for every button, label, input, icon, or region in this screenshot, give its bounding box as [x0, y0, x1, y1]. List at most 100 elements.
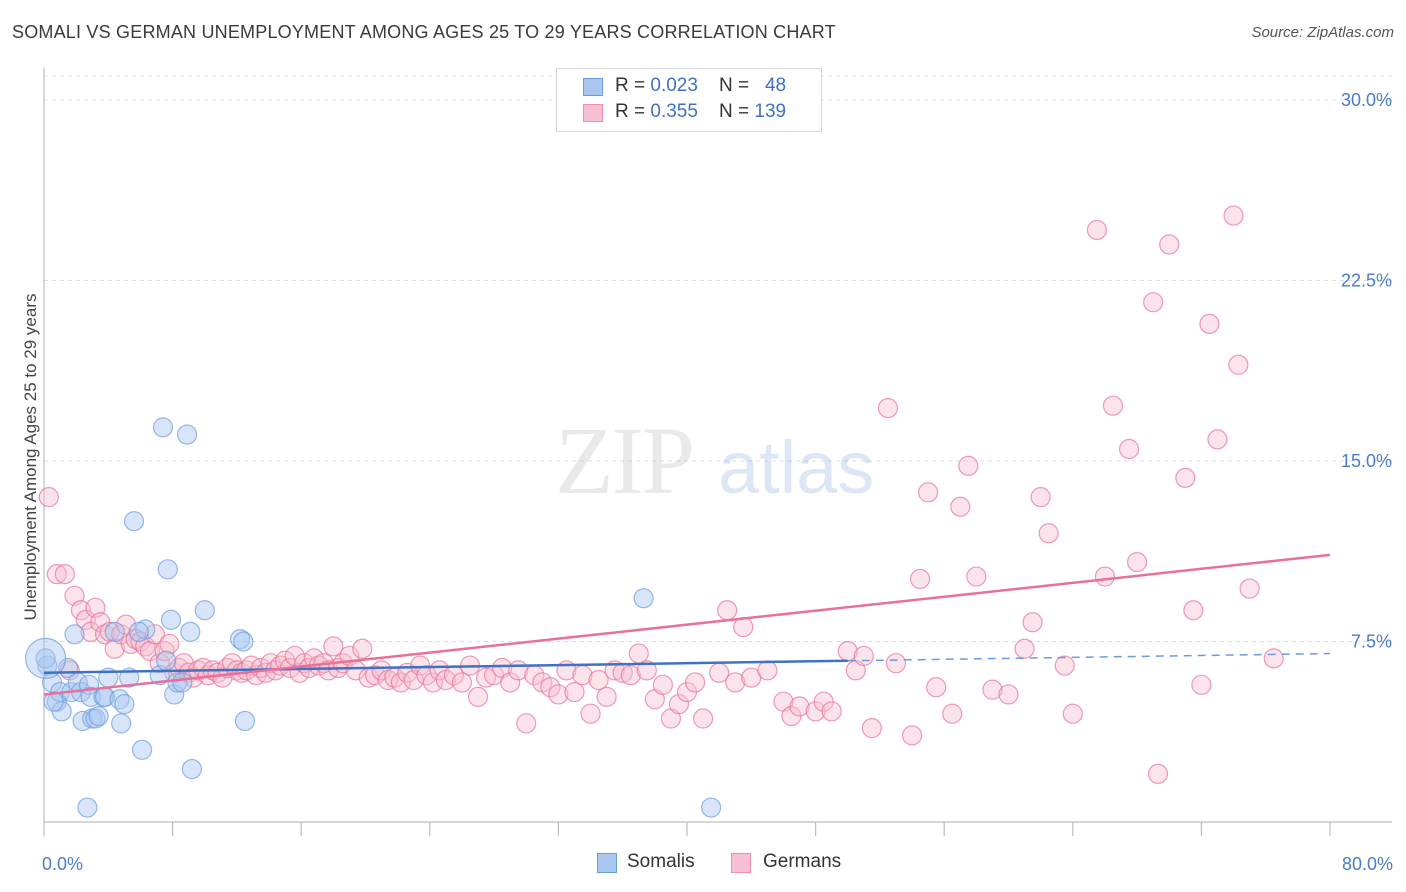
somalis-trend-extension [847, 652, 1331, 662]
germans-point [422, 672, 444, 693]
somalis-point [104, 621, 125, 642]
germans-point [684, 672, 706, 693]
legend-r-label: R = [615, 101, 651, 122]
somalis-trend-line [43, 659, 848, 675]
chart-title: SOMALI VS GERMAN UNEMPLOYMENT AMONG AGES… [12, 22, 836, 42]
somalis-point [157, 559, 178, 580]
germans-point [1022, 612, 1043, 633]
germans-point [692, 708, 714, 729]
somalis-point [167, 672, 188, 693]
germans-point [1062, 703, 1083, 724]
somalis-point [131, 739, 153, 760]
germans-point [451, 672, 473, 693]
y-axis-label: Unemployment Among Ages 25 to 29 years [21, 294, 40, 621]
germans-point [901, 725, 923, 746]
germans-point [390, 672, 411, 693]
somalis-point [176, 424, 198, 445]
germans-points [38, 205, 1284, 784]
somalis-point [64, 624, 85, 645]
legend-r-label: R = [615, 75, 651, 96]
germans-point [998, 684, 1019, 705]
somalis-point [25, 637, 67, 679]
germans-point [54, 564, 75, 585]
germans-point [958, 455, 979, 476]
germans-point [144, 624, 166, 645]
germans-point [588, 669, 609, 691]
germans-point [1102, 395, 1124, 416]
tick-labels: 7.5% 15.0% 22.5% 30.0% 0.0% 80.0% [42, 90, 1393, 874]
germans-point [564, 681, 585, 703]
somalis-point [180, 621, 201, 642]
germans-point [1030, 487, 1051, 508]
germans-point [620, 665, 641, 686]
germans-point [548, 684, 569, 705]
germans-point [540, 677, 561, 698]
watermark-zip: ZIP [555, 407, 693, 514]
somalis-point [160, 609, 182, 630]
germans-point [371, 660, 392, 681]
somalis-point [156, 650, 177, 671]
germans-point [1159, 234, 1180, 255]
germans-point [909, 568, 931, 590]
germans-point [1191, 674, 1212, 695]
germans-point [1239, 578, 1260, 599]
germans-point [926, 677, 947, 698]
somalis-point [35, 648, 56, 669]
germans-point [628, 643, 649, 664]
germans-point [1199, 313, 1220, 334]
watermark: ZIP atlas [555, 407, 874, 514]
germans-point [410, 655, 431, 676]
somalis-point [230, 629, 251, 650]
legend: R = 0.023 N = 48 R = 0.355 N = 139 [556, 68, 822, 132]
germans-point [652, 674, 673, 695]
somalis-point [164, 684, 185, 705]
germans-point [918, 482, 939, 503]
germans-point [885, 653, 907, 674]
germans-point [516, 713, 537, 734]
legend-n-label: N = [719, 75, 755, 96]
somalis-point [233, 631, 254, 652]
germans-point [475, 667, 497, 688]
germans-point [1126, 552, 1148, 573]
legend-n-value: 139 [754, 101, 787, 122]
somalis-point [633, 588, 654, 609]
germans-point [853, 645, 874, 667]
germans-point [604, 660, 625, 681]
y-tick-label: 22.5% [1341, 271, 1392, 291]
watermark-atlas: atlas [718, 426, 874, 509]
germans-point [1118, 438, 1140, 460]
germans-point [1175, 467, 1196, 488]
germans-point [1228, 354, 1249, 375]
germans-point [877, 397, 899, 419]
bottom-legend-label-germans: Germans [763, 851, 842, 872]
legend-n-value: 48 [764, 75, 787, 96]
y-tick-label: 30.0% [1341, 90, 1392, 110]
germans-point [668, 693, 690, 715]
germans-point [1094, 566, 1116, 587]
y-tick-label: 15.0% [1341, 451, 1392, 471]
germans-point [982, 679, 1003, 700]
trend-lines [43, 553, 1331, 696]
germans-point [115, 614, 137, 635]
somalis-point [77, 797, 98, 818]
x-tick-label: 80.0% [1342, 854, 1393, 874]
legend-n-label: N = [719, 101, 755, 122]
legend-swatch-somalis [583, 78, 603, 96]
germans-point [467, 686, 489, 707]
legend-swatch-germans [583, 104, 603, 122]
germans-point [1263, 648, 1284, 669]
germans-point [1147, 763, 1169, 784]
germans-point [323, 636, 344, 657]
bottom-legend-swatch-germans [731, 853, 751, 873]
germans-trend-line [43, 553, 1331, 696]
somalis-point [194, 600, 215, 621]
germans-point [789, 696, 810, 717]
axes [43, 68, 1392, 836]
somalis-point [701, 797, 722, 818]
somalis-point [234, 710, 256, 732]
somalis-point [88, 706, 109, 727]
somalis-point [152, 417, 174, 438]
germans-point [757, 660, 778, 681]
germans-point [1086, 219, 1108, 241]
